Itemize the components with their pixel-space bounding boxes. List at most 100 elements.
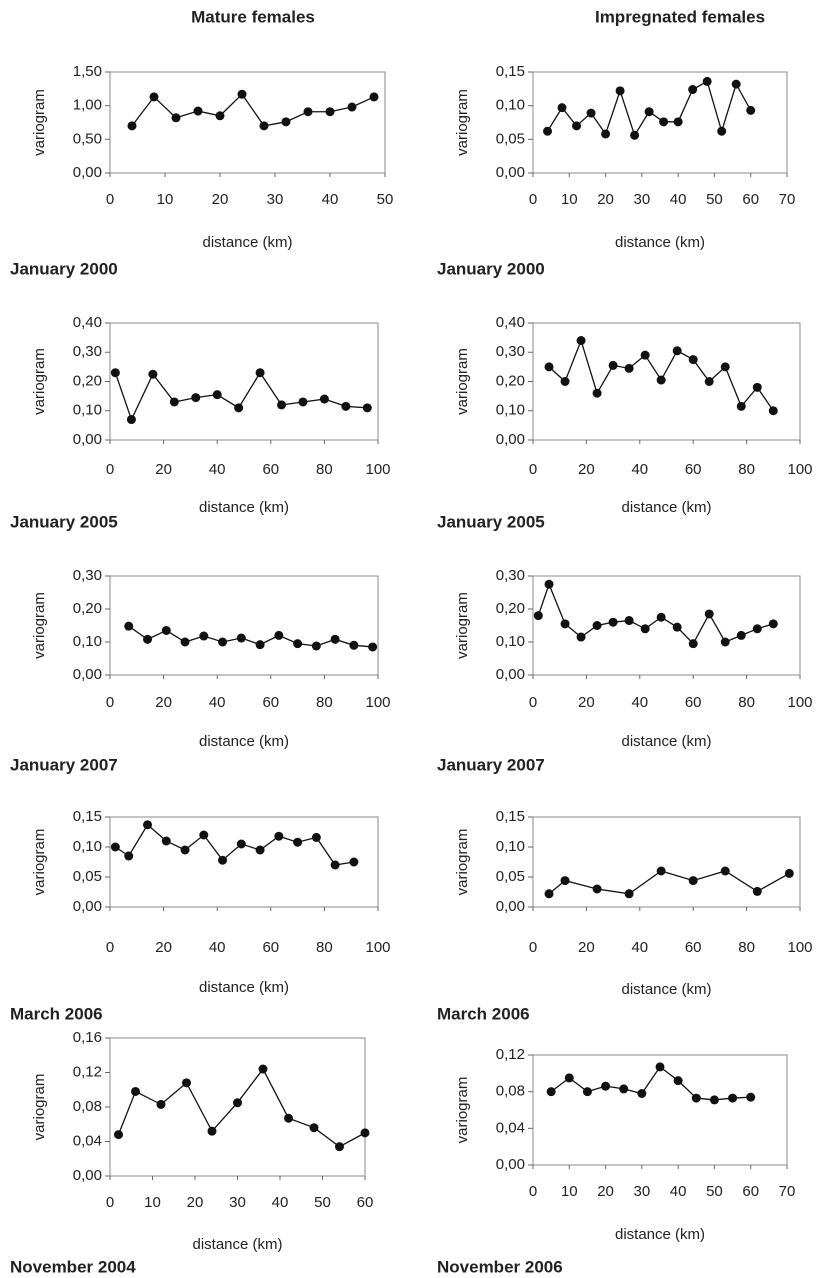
point <box>601 1081 611 1091</box>
point <box>544 362 554 372</box>
x-tick-label: 10 <box>157 191 174 208</box>
point <box>702 76 712 86</box>
y-tick-label: 0,40 <box>496 314 525 331</box>
caption: November 2006 <box>437 1257 563 1276</box>
point <box>572 121 582 131</box>
point <box>615 86 625 96</box>
x-tick-label: 60 <box>685 939 702 956</box>
point <box>592 388 602 398</box>
y-axis-label: variogram <box>31 348 48 415</box>
y-tick-label: 0,00 <box>73 164 102 181</box>
x-tick-label: 70 <box>779 1183 796 1200</box>
point <box>624 363 634 373</box>
x-tick-label: 40 <box>209 461 226 478</box>
point <box>335 1142 344 1152</box>
x-tick-label: 80 <box>316 694 333 711</box>
point <box>169 397 179 407</box>
point <box>546 1087 556 1097</box>
x-tick-label: 60 <box>685 461 702 478</box>
x-tick-label: 20 <box>212 191 229 208</box>
point <box>624 616 634 626</box>
point <box>601 129 611 139</box>
x-tick-label: 80 <box>738 694 755 711</box>
x-tick-label: 30 <box>634 1183 651 1200</box>
point <box>255 640 265 650</box>
x-tick-label: 80 <box>738 939 755 956</box>
x-axis-label: distance (km) <box>621 733 711 750</box>
y-axis-label: variogram <box>454 89 471 156</box>
y-tick-label: 0,00 <box>73 1167 102 1184</box>
point <box>114 1130 123 1140</box>
y-tick-label: 0,10 <box>496 633 525 650</box>
x-tick-label: 40 <box>631 461 648 478</box>
point <box>544 889 554 899</box>
point <box>640 350 650 360</box>
point <box>644 107 654 117</box>
line <box>131 93 375 127</box>
x-tick-label: 60 <box>742 1183 759 1200</box>
y-tick-label: 0,16 <box>73 1029 102 1046</box>
point <box>368 642 378 652</box>
y-tick-label: 0,00 <box>73 431 102 448</box>
y-tick-label: 0,00 <box>73 666 102 683</box>
point <box>110 842 120 852</box>
x-axis-label: distance (km) <box>202 234 292 251</box>
point <box>212 390 222 400</box>
point <box>349 640 359 650</box>
x-tick-label: 100 <box>787 694 812 711</box>
x-tick-label: 20 <box>578 461 595 478</box>
x-tick-label: 40 <box>670 191 687 208</box>
x-tick-label: 20 <box>155 694 172 711</box>
point <box>656 612 666 622</box>
x-tick-label: 30 <box>634 191 651 208</box>
point <box>672 346 682 356</box>
point <box>656 375 666 385</box>
y-axis-label: variogram <box>31 592 48 659</box>
x-axis-label: distance (km) <box>192 1236 282 1253</box>
y-tick-label: 0,10 <box>73 633 102 650</box>
point <box>161 836 171 846</box>
y-tick-label: 0,40 <box>73 314 102 331</box>
y-tick-label: 0,15 <box>496 63 525 80</box>
y-tick-label: 0,20 <box>73 600 102 617</box>
point <box>608 360 618 370</box>
x-tick-label: 100 <box>365 461 390 478</box>
y-tick-label: 1,00 <box>73 97 102 114</box>
line <box>117 1067 366 1148</box>
x-tick-label: 50 <box>314 1194 331 1211</box>
x-tick-label: 60 <box>357 1194 374 1211</box>
point <box>752 624 762 634</box>
point <box>303 107 313 117</box>
x-tick-label: 80 <box>316 939 333 956</box>
column-title: Mature females <box>191 7 315 26</box>
caption: January 2000 <box>437 259 545 278</box>
point <box>720 866 730 876</box>
y-axis-label: variogram <box>454 592 471 659</box>
x-tick-label: 30 <box>229 1194 246 1211</box>
point <box>274 831 284 841</box>
point <box>592 621 602 630</box>
plot-frame <box>532 322 801 441</box>
x-tick-label: 0 <box>529 461 537 478</box>
point <box>293 837 303 847</box>
x-tick-label: 40 <box>670 1183 687 1200</box>
point <box>110 368 120 378</box>
plot-frame <box>532 575 801 676</box>
point <box>349 857 359 867</box>
x-tick-label: 30 <box>267 191 284 208</box>
y-tick-label: 0,30 <box>496 343 525 360</box>
x-tick-label: 70 <box>779 191 796 208</box>
point <box>284 1113 293 1123</box>
point <box>127 121 137 131</box>
point <box>720 362 730 372</box>
x-tick-label: 0 <box>106 694 114 711</box>
y-axis-label: variogram <box>31 829 48 896</box>
point <box>277 400 287 410</box>
y-tick-label: 0,20 <box>73 372 102 389</box>
point <box>637 1089 647 1098</box>
point <box>704 609 714 619</box>
point <box>191 393 201 403</box>
y-tick-label: 0,15 <box>496 808 525 825</box>
point <box>784 868 794 878</box>
y-tick-label: 0,00 <box>496 898 525 915</box>
